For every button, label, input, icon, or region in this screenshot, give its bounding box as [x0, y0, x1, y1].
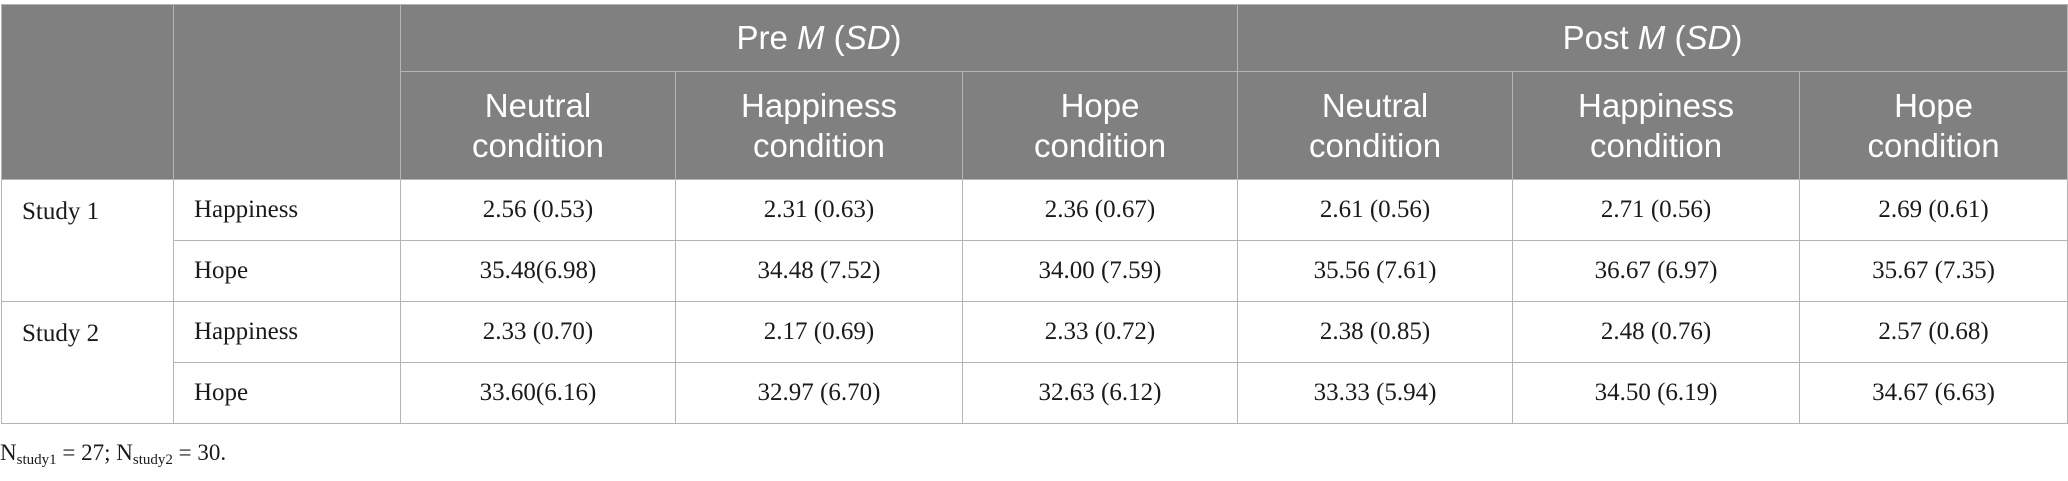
note-n2-value: = 30.	[172, 440, 227, 465]
table-cell: 2.48 (0.76)	[1512, 301, 1801, 363]
header-condition-post-neutral: Neutral condition	[1237, 71, 1514, 180]
table-cell: 33.60(6.16)	[400, 362, 676, 424]
table-cell: 2.61 (0.56)	[1237, 179, 1514, 241]
table-cell: 2.33 (0.70)	[400, 301, 676, 363]
table-cell: 2.17 (0.69)	[675, 301, 963, 363]
note-n2-label: N	[116, 440, 133, 465]
group-m: M	[797, 19, 825, 56]
table-container: Pre M (SD) Post M (SD) Neutral condition …	[0, 4, 2068, 424]
table-cell: 35.48(6.98)	[400, 240, 676, 302]
table-cell: 2.33 (0.72)	[961, 301, 1239, 363]
header-row-conditions: Neutral condition Happiness condition Hope…	[2, 71, 2068, 180]
results-table: Pre M (SD) Post M (SD) Neutral condition …	[1, 4, 2068, 424]
condition-line1: Happiness	[741, 86, 897, 124]
group-sd: SD	[1685, 19, 1732, 56]
condition-line1: Neutral	[1321, 86, 1429, 124]
measure-label: Happiness	[173, 179, 401, 241]
condition-line2: condition	[1033, 126, 1167, 164]
group-sd: SD	[844, 19, 891, 56]
header-condition-post-happiness: Happiness condition	[1512, 71, 1801, 180]
note-n1-label: N	[0, 440, 17, 465]
table-row: Hope 33.60(6.16) 32.97 (6.70) 32.63 (6.1…	[2, 362, 2068, 424]
group-prefix: Pre	[736, 19, 798, 56]
table-cell: 2.38 (0.85)	[1237, 301, 1514, 363]
study-label: Study 2	[1, 301, 174, 424]
table-cell: 34.50 (6.19)	[1512, 362, 1801, 424]
condition-line2: condition	[471, 126, 605, 164]
table-cell: 35.56 (7.61)	[1237, 240, 1514, 302]
condition-line2: condition	[1589, 126, 1723, 164]
table-row: Hope 35.48(6.98) 34.48 (7.52) 34.00 (7.5…	[2, 240, 2068, 302]
table-row: Study 1 Happiness 2.56 (0.53) 2.31 (0.63…	[1, 179, 2068, 302]
header-condition-post-hope: Hope condition	[1799, 71, 2068, 180]
group-close: )	[890, 19, 902, 56]
table-row: Study 2 Happiness 2.33 (0.70) 2.17 (0.69…	[1, 301, 2068, 424]
header-group-pre: Pre M (SD)	[399, 4, 1239, 72]
header-corner-cell	[1, 4, 174, 180]
group-prefix: Post	[1562, 19, 1638, 56]
group-open: (	[824, 19, 845, 56]
measure-label: Hope	[173, 362, 401, 424]
condition-line2: condition	[1308, 126, 1442, 164]
table-cell: 2.36 (0.67)	[961, 179, 1239, 241]
condition-line2: condition	[1867, 126, 2000, 164]
note-n1-value: = 27;	[56, 440, 117, 465]
study-label: Study 1	[1, 179, 174, 302]
table-cell: 33.33 (5.94)	[1237, 362, 1514, 424]
condition-line1: Hope	[1060, 86, 1140, 124]
table-cell: 2.57 (0.68)	[1799, 301, 2068, 363]
header-condition-pre-hope: Hope condition	[961, 71, 1239, 180]
header-measure-cell	[173, 4, 401, 180]
group-open: (	[1665, 19, 1686, 56]
header-group-post: Post M (SD)	[1237, 4, 2068, 72]
table-cell: 32.63 (6.12)	[961, 362, 1239, 424]
condition-line1: Happiness	[1578, 86, 1734, 124]
note-n2-sub: study2	[132, 452, 173, 468]
table-cell: 2.71 (0.56)	[1512, 179, 1801, 241]
table-footnote: Nstudy1 = 27; Nstudy2 = 30.	[0, 440, 226, 469]
group-close: )	[1731, 19, 1743, 56]
table-cell: 2.31 (0.63)	[675, 179, 963, 241]
condition-line1: Hope	[1894, 86, 1973, 124]
group-m: M	[1637, 19, 1666, 56]
header-condition-pre-neutral: Neutral condition	[400, 71, 676, 180]
note-n1-sub: study1	[16, 452, 57, 468]
table-cell: 36.67 (6.97)	[1512, 240, 1801, 302]
header-condition-pre-happiness: Happiness condition	[675, 71, 963, 180]
condition-line1: Neutral	[484, 86, 592, 124]
header-row-groups: Pre M (SD) Post M (SD)	[1, 4, 2068, 180]
table-cell: 34.48 (7.52)	[675, 240, 963, 302]
table-cell: 2.69 (0.61)	[1799, 179, 2068, 241]
condition-line2: condition	[752, 126, 886, 164]
table-cell: 34.67 (6.63)	[1799, 362, 2068, 424]
measure-label: Hope	[173, 240, 401, 302]
table-cell: 32.97 (6.70)	[675, 362, 963, 424]
measure-label: Happiness	[173, 301, 401, 363]
table-cell: 34.00 (7.59)	[961, 240, 1239, 302]
table-cell: 35.67 (7.35)	[1799, 240, 2068, 302]
table-cell: 2.56 (0.53)	[400, 179, 676, 241]
